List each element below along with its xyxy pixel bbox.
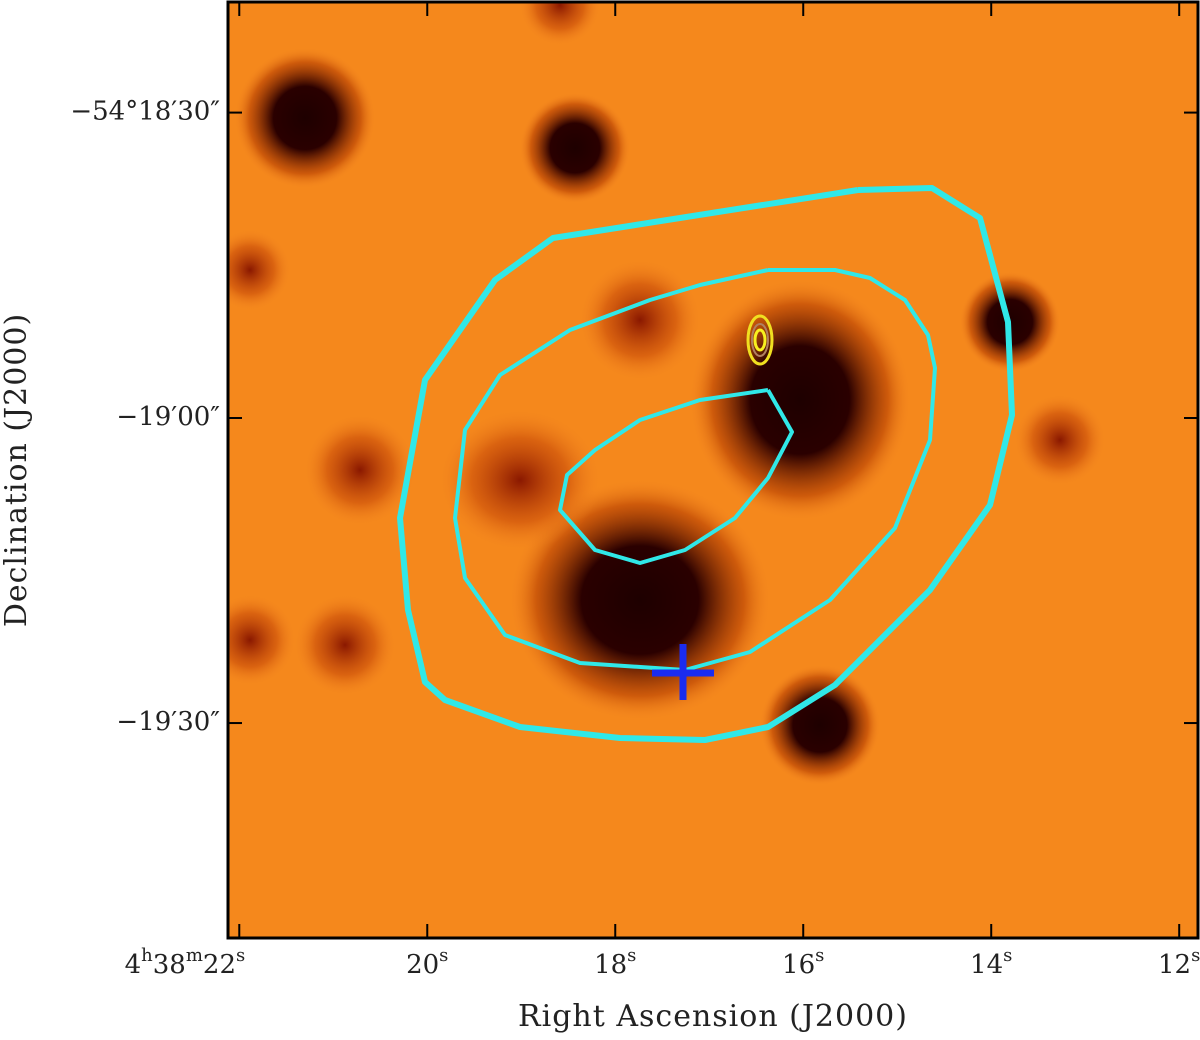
x-tick-label: 12s — [1158, 945, 1200, 980]
x-tick-label: 20s — [406, 945, 448, 980]
y-tick-label: −54°18′30″ — [70, 97, 220, 127]
x-tick-label: 18s — [594, 945, 636, 980]
x-tick-label: 4h38m22s — [125, 945, 246, 980]
position-marker — [652, 644, 714, 700]
y-tick-label: −19′00″ — [116, 402, 220, 432]
plot-frame — [226, 0, 1200, 940]
y-axis-title: Declination (J2000) — [0, 313, 34, 627]
x-tick-label: 16s — [782, 945, 824, 980]
image — [228, 2, 1198, 938]
x-tick-label: 14s — [970, 945, 1012, 980]
x-axis-title: Right Ascension (J2000) — [518, 999, 908, 1034]
yellow-contours — [746, 314, 774, 366]
y-tick-label: −19′30″ — [116, 707, 220, 737]
